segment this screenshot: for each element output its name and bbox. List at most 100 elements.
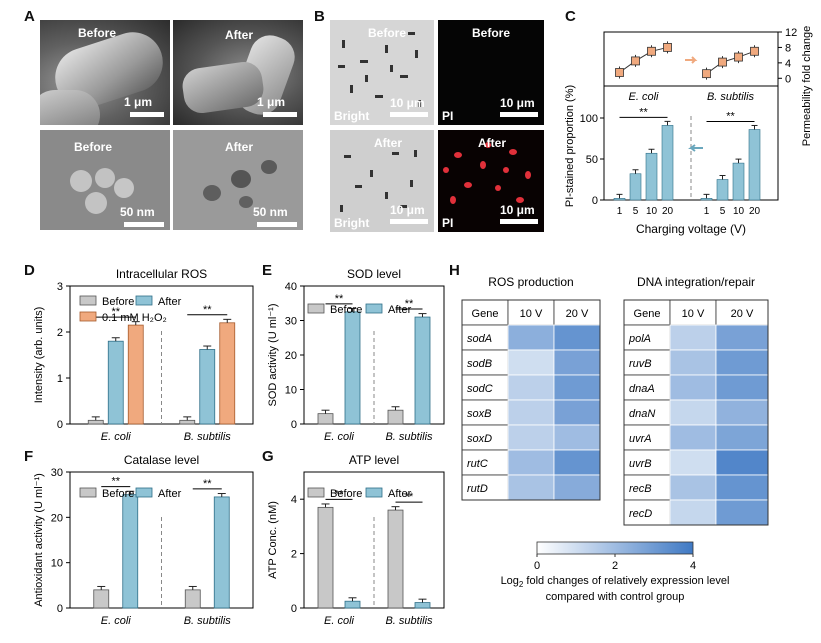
panel-label-h: H [449,262,460,279]
tile-label: After [225,140,254,154]
scale-bar [263,112,297,117]
gene-label: ruvB [629,358,652,370]
scale-bar [130,112,164,117]
tile-label: After [374,136,403,150]
gene-label: polA [628,333,651,345]
significance-label: ** [335,488,344,500]
y-tick-label: 40 [285,281,297,293]
bar [613,198,626,201]
y-tick-label: 0 [57,603,63,615]
header-label: 20 V [731,308,754,320]
header-cell [553,299,601,326]
fold-point [631,56,640,66]
y-tick-label: 0 [592,195,598,207]
tem-after-image: After 50 nm [173,130,303,230]
legend-label: Before [102,488,134,500]
scale-label: 50 nm [253,205,288,219]
gene-label: soxB [467,408,491,420]
header-label: 10 V [682,308,705,320]
panel-label-f: F [24,448,34,465]
y2-tick-label: 12 [785,27,797,39]
bar [93,589,110,609]
bar [387,509,404,609]
colorbar-tick-label: 2 [612,560,618,572]
table-frame [461,299,601,501]
plot-frame [303,471,445,609]
chart-title: Catalase level [124,453,199,467]
fold-line [619,46,668,73]
fold-point [702,69,711,79]
x-category-label: B. subtilis [385,431,433,443]
y-tick-label: 30 [285,316,297,328]
arrow-left-icon [688,144,703,152]
panel-label-b: B [314,8,325,25]
gene-label: recB [629,483,652,495]
bar [184,589,201,609]
tem-before-image: Before 50 nm [40,130,170,230]
chart-d: Intracellular ROS 0 1 2 3 Intensity (arb. uni… [33,267,254,443]
gene-label: sodC [467,383,493,395]
heat-cell [669,449,717,476]
fold-point [718,57,727,67]
x-category-label: B. subtilis [184,431,232,443]
pi-before-image: Before PI 10 μm [438,20,544,125]
gene-cell [461,449,509,476]
bar [213,496,230,609]
colorbar-caption-2: compared with control group [546,591,685,603]
tile-label: Before [368,26,407,40]
colorbar [536,541,694,555]
pi-after-image: After PI 10 μm [438,130,544,232]
gene-label: sodA [467,333,492,345]
gene-label: dnaA [629,383,655,395]
bar [317,506,334,609]
y-tick-label: 10 [51,558,63,570]
bar [716,179,729,201]
legend-label: Before [330,304,362,316]
chart-e: SOD level 0 10 20 30 40 SOD activity (U ml⁻¹) *… [267,267,445,443]
bar [629,173,642,201]
header-cell [461,299,509,326]
y-tick-label: 100 [580,113,598,125]
x-tick-label: 20 [662,206,674,217]
gene-label: rutC [467,458,488,470]
bar [661,125,674,201]
bar [344,600,361,609]
legend-swatch [79,311,97,322]
heat-cell [669,374,717,401]
significance-label: ** [405,491,414,503]
gene-label: uvrA [629,433,652,445]
chart-f: Catalase level 0 10 20 30 Antioxidant activit… [33,453,254,627]
heat-cell [669,499,717,526]
legend-swatch [307,303,325,314]
tile-label: Before [74,140,113,154]
x-tick-label: 1 [617,206,623,217]
heat-cell [507,349,555,376]
channel-label: Bright [334,109,370,123]
y-tick-label: 1 [57,373,63,385]
bar [199,349,216,425]
bar [219,322,236,425]
x-tick-label: 5 [720,206,726,217]
table-title: ROS production [488,275,573,289]
y-tick-label: 10 [285,385,297,397]
y-tick-label: 20 [51,512,63,524]
x-tick-label: 5 [633,206,639,217]
heat-cell [715,349,769,376]
table-frame [623,299,769,526]
header-label: 20 V [566,308,589,320]
legend-label: After [158,296,182,308]
x-category-label: E. coli [101,615,132,627]
x-category-label: E. coli [324,431,355,443]
heat-cell [507,374,555,401]
fold-line [706,50,755,75]
legend-swatch [79,295,97,306]
plot-frame-bottom [603,85,779,201]
legend-swatch [135,295,153,306]
chart-g: ATP level 0 2 4 ATP Conc. (nM) ** E. coli ** B. … [267,453,445,627]
significance-label: ** [335,293,344,305]
significance-label: ** [639,106,648,118]
tile-label: After [478,136,507,150]
y-axis-label: Intensity (arb. units) [33,307,45,404]
heat-cell [507,424,555,451]
heat-cell [553,349,601,376]
